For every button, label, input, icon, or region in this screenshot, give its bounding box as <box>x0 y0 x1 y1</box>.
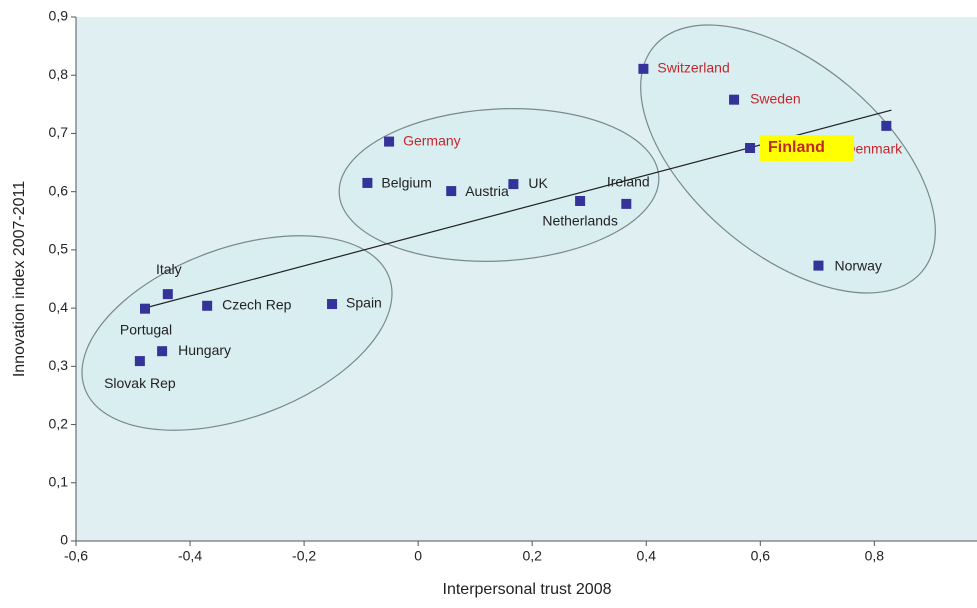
point-label: Denmark <box>845 141 903 157</box>
marker <box>157 346 168 357</box>
point-label: Italy <box>156 261 182 277</box>
marker <box>813 260 824 271</box>
x-tick-label: 0 <box>414 548 422 564</box>
marker <box>162 289 173 300</box>
marker <box>327 299 338 310</box>
cluster-ellipse <box>81 235 393 431</box>
cluster-ellipse <box>338 108 660 262</box>
marker <box>202 300 213 311</box>
point-label: Austria <box>465 183 509 199</box>
marker <box>881 120 892 131</box>
x-tick-label: -0,4 <box>178 548 202 564</box>
point-label: Germany <box>403 132 461 148</box>
marker <box>621 198 632 209</box>
y-tick-label: 0,4 <box>49 299 69 315</box>
y-axis-label: Innovation index 2007-2011 <box>11 181 28 377</box>
marker <box>384 136 395 147</box>
marker <box>729 94 740 105</box>
marker <box>140 303 151 314</box>
y-tick-label: 0,1 <box>49 473 69 489</box>
y-tick-label: 0,3 <box>49 357 69 373</box>
marker <box>362 177 373 188</box>
x-tick-label: 0,2 <box>522 548 542 564</box>
x-tick-label: -0,6 <box>64 548 88 564</box>
point-label: Ireland <box>607 174 650 190</box>
y-tick-label: 0,7 <box>49 124 69 140</box>
y-tick-label: 0 <box>60 532 68 548</box>
highlight-box <box>760 135 855 161</box>
x-tick-label: 0,6 <box>751 548 771 564</box>
marker <box>745 143 756 153</box>
y-tick-label: 0,6 <box>49 182 69 198</box>
point-label: Belgium <box>381 175 432 191</box>
marker <box>508 179 519 190</box>
point-label: Portugal <box>120 321 172 337</box>
marker <box>134 356 145 367</box>
y-tick-label: 0,8 <box>49 66 69 82</box>
x-axis-label: Interpersonal trust 2008 <box>443 581 612 598</box>
point-label: Sweden <box>750 90 801 106</box>
point-label: Norway <box>834 257 881 273</box>
marker <box>575 195 586 206</box>
point-label: Switzerland <box>657 60 729 76</box>
x-tick-label: 0,8 <box>865 548 885 564</box>
point-label: Slovak Rep <box>104 375 176 391</box>
marker <box>638 63 649 74</box>
point-label: Hungary <box>178 342 231 358</box>
point-label: Netherlands <box>542 213 618 229</box>
point-label: Czech Rep <box>222 296 291 312</box>
point-label: UK <box>528 175 548 191</box>
point-label: Finland <box>768 139 825 156</box>
y-tick-label: 0,5 <box>49 241 69 257</box>
x-tick-label: 0,4 <box>637 548 657 564</box>
y-tick-label: 0,2 <box>49 415 69 431</box>
marker <box>446 186 457 197</box>
point-label: Spain <box>346 295 382 311</box>
y-tick-label: 0,9 <box>49 8 69 24</box>
x-tick-label: -0,2 <box>292 548 316 564</box>
